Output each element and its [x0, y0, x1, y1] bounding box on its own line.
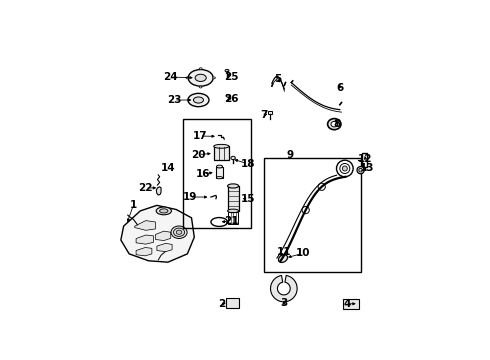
Bar [183, 118, 250, 228]
Text: 8: 8 [333, 118, 341, 129]
Text: 19: 19 [182, 192, 197, 202]
Ellipse shape [328, 118, 341, 130]
Text: 3: 3 [280, 298, 288, 308]
Text: 12: 12 [358, 154, 372, 164]
Text: 14: 14 [161, 163, 175, 174]
Ellipse shape [160, 209, 168, 213]
Text: 21: 21 [224, 216, 239, 226]
Text: 18: 18 [241, 159, 255, 169]
Ellipse shape [199, 86, 202, 88]
FancyBboxPatch shape [343, 299, 359, 309]
Bar [214, 146, 229, 160]
Ellipse shape [186, 77, 189, 79]
Polygon shape [136, 235, 153, 244]
Bar [217, 167, 222, 177]
Ellipse shape [213, 77, 216, 79]
Polygon shape [155, 231, 171, 240]
Ellipse shape [171, 226, 187, 238]
Text: 7: 7 [260, 110, 267, 120]
Text: 15: 15 [241, 194, 255, 204]
Ellipse shape [227, 209, 239, 213]
Ellipse shape [199, 68, 202, 70]
Text: 25: 25 [224, 72, 239, 82]
Polygon shape [156, 187, 161, 195]
Text: 9: 9 [286, 150, 294, 159]
Bar [362, 153, 367, 167]
Ellipse shape [173, 228, 185, 237]
Polygon shape [121, 205, 195, 262]
Ellipse shape [195, 74, 206, 81]
Circle shape [343, 166, 347, 171]
Bar [228, 212, 238, 224]
Polygon shape [135, 221, 155, 230]
Text: 16: 16 [196, 169, 211, 179]
Text: 1: 1 [130, 201, 137, 210]
Ellipse shape [188, 93, 209, 107]
Ellipse shape [176, 230, 182, 234]
Ellipse shape [225, 69, 229, 72]
Polygon shape [136, 247, 152, 256]
Text: 11: 11 [276, 247, 291, 257]
Bar [264, 158, 362, 272]
Ellipse shape [217, 176, 222, 179]
Text: 2: 2 [219, 299, 225, 309]
Text: 24: 24 [163, 72, 177, 82]
Text: 26: 26 [224, 94, 239, 104]
Text: 4: 4 [343, 299, 350, 309]
Ellipse shape [227, 184, 239, 188]
Text: 5: 5 [275, 74, 282, 84]
Circle shape [357, 167, 364, 174]
Ellipse shape [217, 165, 222, 168]
FancyBboxPatch shape [225, 298, 240, 308]
Circle shape [359, 168, 363, 172]
Ellipse shape [231, 156, 235, 159]
Ellipse shape [331, 121, 338, 127]
Text: 20: 20 [191, 150, 206, 159]
Ellipse shape [278, 255, 288, 262]
Text: 22: 22 [138, 183, 152, 193]
Ellipse shape [156, 207, 172, 215]
Wedge shape [270, 275, 297, 302]
Text: 23: 23 [167, 95, 181, 105]
Text: 17: 17 [193, 131, 207, 141]
Ellipse shape [194, 97, 203, 103]
Text: 10: 10 [296, 248, 311, 258]
Bar [268, 111, 272, 114]
Ellipse shape [214, 144, 229, 148]
Text: 6: 6 [336, 82, 343, 93]
Bar [227, 186, 239, 211]
Ellipse shape [188, 69, 213, 86]
Ellipse shape [226, 95, 230, 97]
Text: 13: 13 [360, 163, 374, 174]
Polygon shape [157, 243, 172, 252]
